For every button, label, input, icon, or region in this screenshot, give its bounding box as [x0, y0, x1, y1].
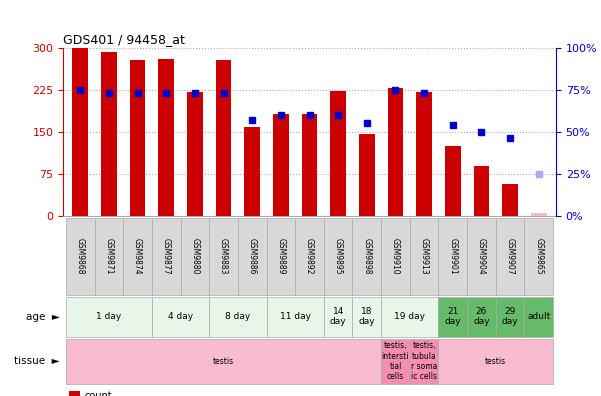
- Bar: [238, 218, 266, 295]
- Bar: [496, 297, 525, 337]
- Text: GSM9895: GSM9895: [334, 238, 343, 275]
- Bar: [388, 88, 403, 216]
- Bar: [216, 61, 231, 216]
- Text: 21
day: 21 day: [445, 307, 461, 326]
- Bar: [187, 92, 203, 216]
- Bar: [324, 297, 353, 337]
- Bar: [130, 61, 145, 216]
- Bar: [359, 135, 374, 216]
- Bar: [381, 218, 410, 295]
- Bar: [209, 297, 266, 337]
- Bar: [467, 218, 496, 295]
- Text: testis,
intersti
tial
cells: testis, intersti tial cells: [382, 341, 409, 381]
- Text: GSM9898: GSM9898: [362, 238, 371, 275]
- Text: GDS401 / 94458_at: GDS401 / 94458_at: [63, 33, 185, 46]
- Text: GSM9877: GSM9877: [162, 238, 171, 275]
- Text: GSM9904: GSM9904: [477, 238, 486, 275]
- Text: GSM9871: GSM9871: [105, 238, 114, 275]
- Bar: [159, 59, 174, 216]
- Text: testis: testis: [485, 357, 506, 366]
- Bar: [445, 146, 460, 216]
- Bar: [331, 91, 346, 216]
- Bar: [525, 297, 553, 337]
- Bar: [245, 127, 260, 216]
- Text: testis,
tubula
r soma
ic cells: testis, tubula r soma ic cells: [411, 341, 438, 381]
- Text: GSM9910: GSM9910: [391, 238, 400, 275]
- Bar: [416, 92, 432, 216]
- Bar: [439, 339, 553, 384]
- Text: age  ►: age ►: [26, 312, 60, 322]
- Bar: [439, 297, 467, 337]
- Text: GSM9901: GSM9901: [448, 238, 457, 275]
- Bar: [152, 218, 180, 295]
- Text: 29
day: 29 day: [502, 307, 519, 326]
- Bar: [531, 213, 547, 216]
- Text: 1 day: 1 day: [96, 312, 121, 321]
- Bar: [381, 339, 410, 384]
- Bar: [502, 184, 518, 216]
- Bar: [180, 218, 209, 295]
- Text: 8 day: 8 day: [225, 312, 251, 321]
- Text: 14
day: 14 day: [330, 307, 347, 326]
- Bar: [381, 297, 439, 337]
- Text: 26
day: 26 day: [473, 307, 490, 326]
- Bar: [467, 297, 496, 337]
- Bar: [266, 218, 295, 295]
- Text: adult: adult: [527, 312, 551, 321]
- Text: 18
day: 18 day: [359, 307, 375, 326]
- Text: GSM9880: GSM9880: [191, 238, 200, 275]
- Text: GSM9907: GSM9907: [505, 238, 514, 275]
- Text: 4 day: 4 day: [168, 312, 193, 321]
- Bar: [266, 297, 324, 337]
- Bar: [410, 339, 439, 384]
- Bar: [101, 52, 117, 216]
- Bar: [123, 218, 152, 295]
- Text: 19 day: 19 day: [394, 312, 426, 321]
- Text: testis: testis: [213, 357, 234, 366]
- Bar: [439, 218, 467, 295]
- Bar: [496, 218, 525, 295]
- Bar: [353, 218, 381, 295]
- Bar: [474, 166, 489, 216]
- Text: GSM9868: GSM9868: [76, 238, 85, 275]
- Bar: [295, 218, 324, 295]
- Text: GSM9865: GSM9865: [534, 238, 543, 275]
- Text: GSM9883: GSM9883: [219, 238, 228, 275]
- Bar: [72, 48, 88, 216]
- Bar: [94, 218, 123, 295]
- Text: GSM9913: GSM9913: [419, 238, 429, 275]
- Bar: [66, 218, 94, 295]
- Bar: [209, 218, 238, 295]
- Bar: [302, 114, 317, 216]
- Text: GSM9889: GSM9889: [276, 238, 285, 275]
- Bar: [273, 114, 288, 216]
- Text: GSM9886: GSM9886: [248, 238, 257, 275]
- Text: count: count: [84, 391, 112, 396]
- Bar: [353, 297, 381, 337]
- Bar: [410, 218, 439, 295]
- Bar: [324, 218, 353, 295]
- Bar: [152, 297, 209, 337]
- Bar: [66, 339, 381, 384]
- Text: GSM9892: GSM9892: [305, 238, 314, 275]
- Bar: [525, 218, 553, 295]
- Text: GSM9874: GSM9874: [133, 238, 142, 275]
- Bar: [66, 297, 152, 337]
- Text: tissue  ►: tissue ►: [14, 356, 60, 366]
- Text: 11 day: 11 day: [279, 312, 311, 321]
